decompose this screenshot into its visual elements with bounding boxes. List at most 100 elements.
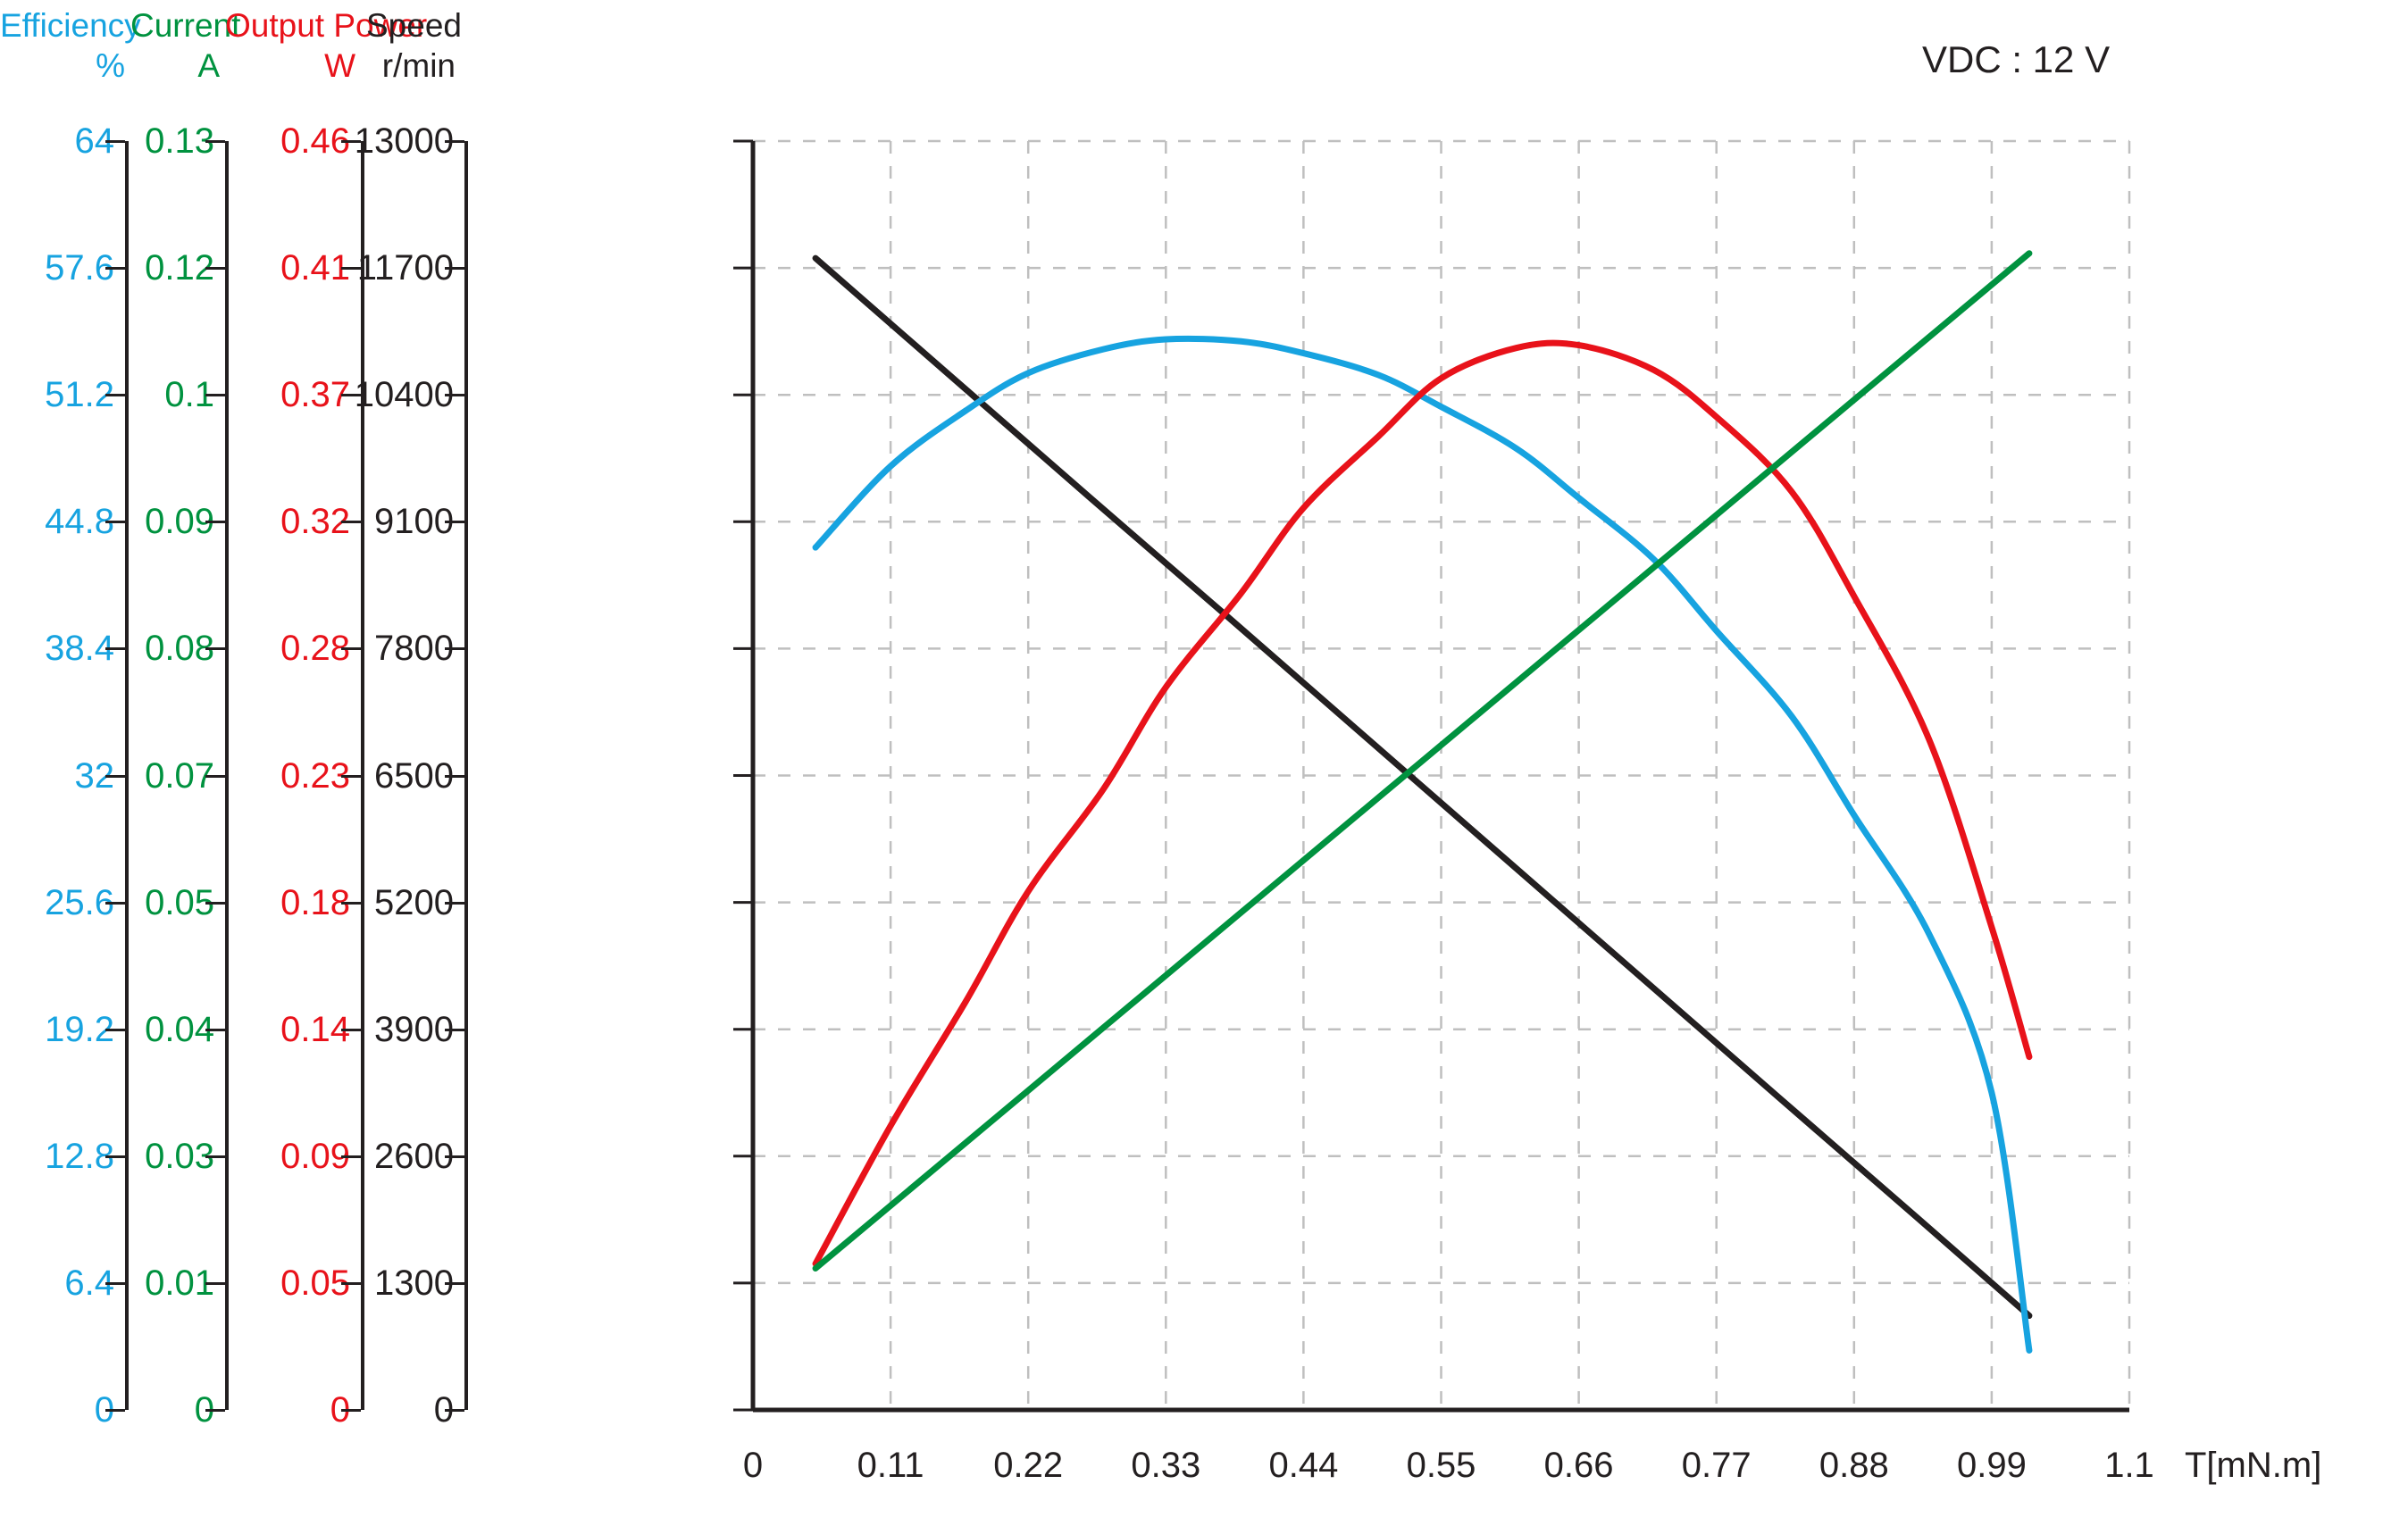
output-power-tick-mark bbox=[341, 647, 361, 651]
output-power-tick-mark bbox=[341, 267, 361, 271]
efficiency-tick-mark bbox=[105, 521, 125, 524]
efficiency-tick-label: 44.8 bbox=[45, 502, 114, 542]
output-power-tick-label: 0.41 bbox=[280, 248, 350, 288]
current-tick-mark bbox=[205, 774, 225, 778]
speed-tick-label: 9100 bbox=[374, 502, 454, 542]
efficiency-tick-label: 0 bbox=[94, 1390, 114, 1430]
current-tick-mark bbox=[205, 1281, 225, 1285]
output-power-tick-mark bbox=[341, 774, 361, 778]
output-power-axis-header: Output Power W bbox=[225, 5, 427, 86]
efficiency-tick-mark bbox=[105, 1155, 125, 1158]
vdc-annotation: VDC : 12 V bbox=[1922, 38, 2111, 80]
output-power-tick-label: 0.32 bbox=[280, 502, 350, 542]
speed-tick-mark bbox=[445, 267, 464, 271]
speed-tick-label: 0 bbox=[433, 1390, 454, 1430]
current-axis-spine bbox=[225, 141, 229, 1410]
current-tick-mark bbox=[205, 647, 225, 651]
torque-tick-label: 0.88 bbox=[1819, 1446, 1889, 1485]
speed-tick-mark bbox=[445, 140, 464, 143]
torque-tick-label: 0.66 bbox=[1543, 1446, 1614, 1485]
output-power-tick-label: 0.23 bbox=[280, 755, 350, 796]
efficiency-tick-label: 51.2 bbox=[45, 375, 114, 415]
speed-tick-mark bbox=[445, 647, 464, 651]
output-power-tick-mark bbox=[341, 1028, 361, 1031]
speed-tick-mark bbox=[445, 1028, 464, 1031]
torque-tick-label: 0.44 bbox=[1268, 1446, 1339, 1485]
output-power-tick-mark bbox=[341, 1155, 361, 1158]
efficiency-tick-label: 57.6 bbox=[45, 248, 114, 288]
efficiency-tick-mark bbox=[105, 1281, 125, 1285]
current-tick-label: 0.08 bbox=[145, 629, 214, 669]
output-power-tick-mark bbox=[341, 1409, 361, 1412]
speed-tick-mark bbox=[445, 901, 464, 905]
speed-tick-label: 2600 bbox=[374, 1136, 454, 1176]
efficiency-tick-label: 12.8 bbox=[45, 1136, 114, 1176]
speed-tick-mark bbox=[445, 1155, 464, 1158]
current-axis-header: Current A bbox=[130, 5, 240, 86]
output-power-tick-mark bbox=[341, 394, 361, 397]
speed-tick-label: 13000 bbox=[354, 121, 454, 161]
gridlines bbox=[753, 139, 2131, 1410]
current-tick-label: 0.01 bbox=[145, 1263, 214, 1303]
speed-tick-label: 1300 bbox=[374, 1263, 454, 1303]
output-power-tick-label: 0.09 bbox=[280, 1136, 350, 1176]
speed-axis-header: Speed r/min bbox=[366, 5, 462, 86]
output-power-axis-spine bbox=[361, 141, 364, 1410]
current-axis-unit: A bbox=[197, 47, 220, 84]
torque-tick-label: 0.33 bbox=[1131, 1446, 1201, 1485]
current-tick-label: 0.03 bbox=[145, 1136, 214, 1176]
output-power-tick-label: 0 bbox=[330, 1390, 350, 1430]
torque-axis-title: T[mN.m] bbox=[2185, 1446, 2322, 1485]
current-axis-title: Current bbox=[130, 7, 241, 44]
output-power-tick-label: 0.18 bbox=[280, 882, 350, 922]
speed-tick-label: 7800 bbox=[374, 629, 454, 669]
current-tick-mark bbox=[205, 521, 225, 524]
output-power-tick-mark bbox=[341, 140, 361, 143]
current-tick-label: 0.05 bbox=[145, 882, 214, 922]
efficiency-axis-spine bbox=[125, 141, 129, 1410]
efficiency-tick-mark bbox=[105, 774, 125, 778]
current-tick-mark bbox=[205, 901, 225, 905]
output-power-tick-label: 0.28 bbox=[280, 629, 350, 669]
speed-tick-label: 6500 bbox=[374, 755, 454, 796]
speed-tick-label: 10400 bbox=[354, 375, 454, 415]
series-line-current bbox=[812, 250, 2033, 1272]
torque-tick-label: 0.55 bbox=[1406, 1446, 1476, 1485]
efficiency-tick-mark bbox=[105, 1028, 125, 1031]
output-power-tick-label: 0.05 bbox=[280, 1263, 350, 1303]
torque-tick-label: 0.22 bbox=[993, 1446, 1064, 1485]
speed-tick-mark bbox=[445, 521, 464, 524]
speed-tick-mark bbox=[445, 1409, 464, 1412]
speed-axis-title: Speed bbox=[366, 7, 462, 44]
current-tick-mark bbox=[205, 267, 225, 271]
current-tick-label: 0.12 bbox=[145, 248, 214, 288]
series-line-efficiency bbox=[812, 335, 2033, 1354]
efficiency-tick-label: 19.2 bbox=[45, 1009, 114, 1049]
efficiency-axis-unit: % bbox=[96, 47, 125, 84]
current-tick-mark bbox=[205, 1409, 225, 1412]
output-power-axis-unit: W bbox=[324, 47, 355, 84]
output-power-tick-label: 0.46 bbox=[280, 121, 350, 161]
output-power-axis-title: Output Power bbox=[225, 7, 428, 44]
speed-tick-label: 5200 bbox=[374, 882, 454, 922]
efficiency-tick-mark bbox=[105, 267, 125, 271]
current-tick-label: 0.09 bbox=[145, 502, 214, 542]
efficiency-axis-header: Efficiency % bbox=[0, 5, 141, 86]
current-tick-label: 0.07 bbox=[145, 755, 214, 796]
torque-tick-label: 0 bbox=[742, 1446, 764, 1485]
speed-tick-mark bbox=[445, 394, 464, 397]
speed-axis-spine bbox=[464, 141, 468, 1410]
current-tick-label: 0.13 bbox=[145, 121, 214, 161]
current-tick-mark bbox=[205, 1155, 225, 1158]
speed-tick-label: 11700 bbox=[356, 248, 454, 288]
torque-tick-label: 0.99 bbox=[1956, 1446, 2027, 1485]
efficiency-axis-title: Efficiency bbox=[0, 7, 141, 44]
series-line-speed bbox=[812, 254, 2033, 1320]
torque-tick-label: 1.1 bbox=[2104, 1446, 2154, 1485]
efficiency-tick-label: 38.4 bbox=[45, 629, 114, 669]
torque-tick-label: 0.11 bbox=[857, 1446, 924, 1485]
output-power-tick-mark bbox=[341, 521, 361, 524]
current-tick-mark bbox=[205, 140, 225, 143]
